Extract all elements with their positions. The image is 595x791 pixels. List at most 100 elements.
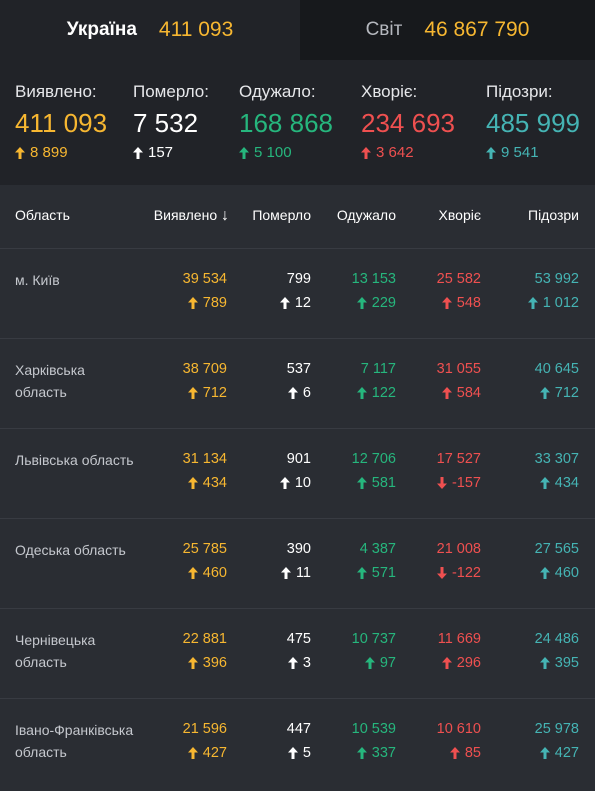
tab-ukraine-label: Україна bbox=[66, 19, 137, 40]
died-cell: 537 6 bbox=[287, 359, 311, 403]
suspected-delta-value: 395 bbox=[554, 655, 579, 671]
suspected-cell: 25 978 427 bbox=[535, 719, 579, 763]
summary-stats: Виявлено: 411 093 8 899 Померло: 7 532 1… bbox=[0, 60, 595, 185]
column-header-suspected[interactable]: Підозри bbox=[528, 207, 579, 223]
table-row[interactable]: Івано-Франківська область 21 596 427 447 5 10… bbox=[0, 699, 595, 788]
detected-cell: 31 134 434 bbox=[183, 449, 227, 493]
detected-delta-value: 712 bbox=[202, 385, 227, 401]
arrow-up-icon bbox=[187, 657, 198, 669]
suspected-value: 27 565 bbox=[534, 541, 579, 557]
arrow-up-icon bbox=[279, 477, 290, 489]
arrow-down-icon bbox=[436, 477, 447, 489]
sick-cell: 21 008 -122 bbox=[437, 539, 481, 583]
table-body: м. Київ 39 534 789 799 12 13 153 229 25 582 548 5… bbox=[0, 249, 595, 788]
region-name: м. Київ bbox=[15, 272, 60, 288]
recovered-delta-value: 581 bbox=[371, 475, 396, 491]
arrow-up-icon bbox=[539, 387, 550, 399]
suspected-delta: 712 bbox=[535, 383, 579, 403]
sick-value: 10 610 bbox=[436, 721, 481, 737]
died-delta: 5 bbox=[287, 743, 311, 763]
recovered-delta: 97 bbox=[352, 653, 396, 673]
sort-down-icon: ↓ bbox=[221, 207, 229, 224]
column-header-detected[interactable]: Виявлено ↓ bbox=[154, 207, 229, 225]
arrow-down-icon bbox=[436, 567, 447, 579]
stat-delta: 157 bbox=[133, 144, 209, 161]
arrow-up-icon bbox=[539, 657, 550, 669]
detected-value: 39 534 bbox=[182, 271, 227, 287]
detected-delta: 434 bbox=[183, 473, 227, 493]
sick-cell: 11 669 296 bbox=[438, 629, 481, 673]
stat-detected: Виявлено: 411 093 8 899 bbox=[15, 82, 107, 161]
arrow-up-icon bbox=[187, 567, 198, 579]
stat-sick: Хворіє: 234 693 3 642 bbox=[361, 82, 455, 161]
died-delta: 6 bbox=[287, 383, 311, 403]
died-delta: 3 bbox=[287, 653, 311, 673]
region-name: Чернівецька область bbox=[15, 632, 96, 670]
detected-delta-value: 396 bbox=[202, 655, 227, 671]
region-name: Львівська область bbox=[15, 452, 134, 468]
recovered-delta: 229 bbox=[352, 293, 396, 313]
detected-delta-value: 434 bbox=[202, 475, 227, 491]
table-row[interactable]: м. Київ 39 534 789 799 12 13 153 229 25 582 548 5… bbox=[0, 249, 595, 339]
stat-value: 234 693 bbox=[361, 108, 455, 138]
recovered-value: 12 706 bbox=[351, 451, 396, 467]
table-row[interactable]: Чернівецька область 22 881 396 475 3 10 737 97… bbox=[0, 609, 595, 699]
arrow-up-icon bbox=[356, 567, 367, 579]
detected-delta-value: 460 bbox=[202, 565, 227, 581]
recovered-value: 10 737 bbox=[351, 631, 396, 647]
table-row[interactable]: Одеська область 25 785 460 390 11 4 387 571 21 … bbox=[0, 519, 595, 609]
arrow-up-icon bbox=[539, 747, 550, 759]
stat-delta-value: 3 642 bbox=[376, 144, 414, 161]
suspected-value: 53 992 bbox=[534, 271, 579, 287]
recovered-cell: 13 153 229 bbox=[352, 269, 396, 313]
arrow-up-icon bbox=[239, 146, 249, 159]
sick-cell: 25 582 548 bbox=[437, 269, 481, 313]
died-delta-value: 10 bbox=[294, 475, 311, 491]
sick-delta: 548 bbox=[437, 293, 481, 313]
arrow-up-icon bbox=[539, 567, 550, 579]
tab-world-label: Світ bbox=[365, 19, 403, 40]
died-delta-value: 12 bbox=[294, 295, 311, 311]
arrow-up-icon bbox=[280, 567, 291, 579]
suspected-cell: 27 565 460 bbox=[535, 539, 579, 583]
column-header-region[interactable]: Область bbox=[15, 207, 70, 223]
tab-ukraine[interactable]: Україна 411 093 bbox=[0, 0, 300, 60]
arrow-up-icon bbox=[287, 747, 298, 759]
arrow-up-icon bbox=[15, 146, 25, 159]
died-delta: 11 bbox=[280, 563, 311, 583]
table-row[interactable]: Львівська область 31 134 434 901 10 12 706 581… bbox=[0, 429, 595, 519]
recovered-cell: 7 117 122 bbox=[356, 359, 396, 403]
column-header-died[interactable]: Померло bbox=[252, 207, 311, 223]
died-delta-value: 6 bbox=[302, 385, 311, 401]
column-header-recovered[interactable]: Одужало bbox=[336, 207, 396, 223]
region-name: Харківська область bbox=[15, 362, 85, 400]
suspected-cell: 53 992 1 012 bbox=[527, 269, 579, 313]
suspected-delta-value: 712 bbox=[554, 385, 579, 401]
arrow-up-icon bbox=[287, 657, 298, 669]
recovered-delta-value: 337 bbox=[371, 745, 396, 761]
arrow-up-icon bbox=[486, 146, 496, 159]
sick-value: 31 055 bbox=[436, 361, 481, 377]
stat-recovered: Одужало: 168 868 5 100 bbox=[239, 82, 333, 161]
died-value: 475 bbox=[286, 631, 311, 647]
detected-delta: 460 bbox=[183, 563, 227, 583]
sick-cell: 17 527 -157 bbox=[437, 449, 481, 493]
detected-value: 21 596 bbox=[182, 721, 227, 737]
arrow-up-icon bbox=[364, 657, 375, 669]
table-row[interactable]: Харківська область 38 709 712 537 6 7 117 122 3… bbox=[0, 339, 595, 429]
died-delta: 12 bbox=[279, 293, 311, 313]
column-header-sick[interactable]: Хворіє bbox=[438, 207, 481, 223]
stat-delta-value: 9 541 bbox=[501, 144, 539, 161]
region-name: Івано-Франківська область bbox=[15, 722, 134, 760]
died-delta-value: 11 bbox=[295, 565, 311, 581]
detected-cell: 38 709 712 bbox=[183, 359, 227, 403]
sick-delta: -157 bbox=[436, 473, 481, 493]
arrow-up-icon bbox=[441, 297, 452, 309]
stat-label: Підозри: bbox=[486, 82, 553, 101]
arrow-up-icon bbox=[279, 297, 290, 309]
region-name: Одеська область bbox=[15, 542, 126, 558]
sick-delta-value: 85 bbox=[464, 745, 481, 761]
detected-delta: 427 bbox=[183, 743, 227, 763]
recovered-value: 4 387 bbox=[359, 541, 396, 557]
tab-world[interactable]: Світ 46 867 790 bbox=[300, 0, 595, 60]
